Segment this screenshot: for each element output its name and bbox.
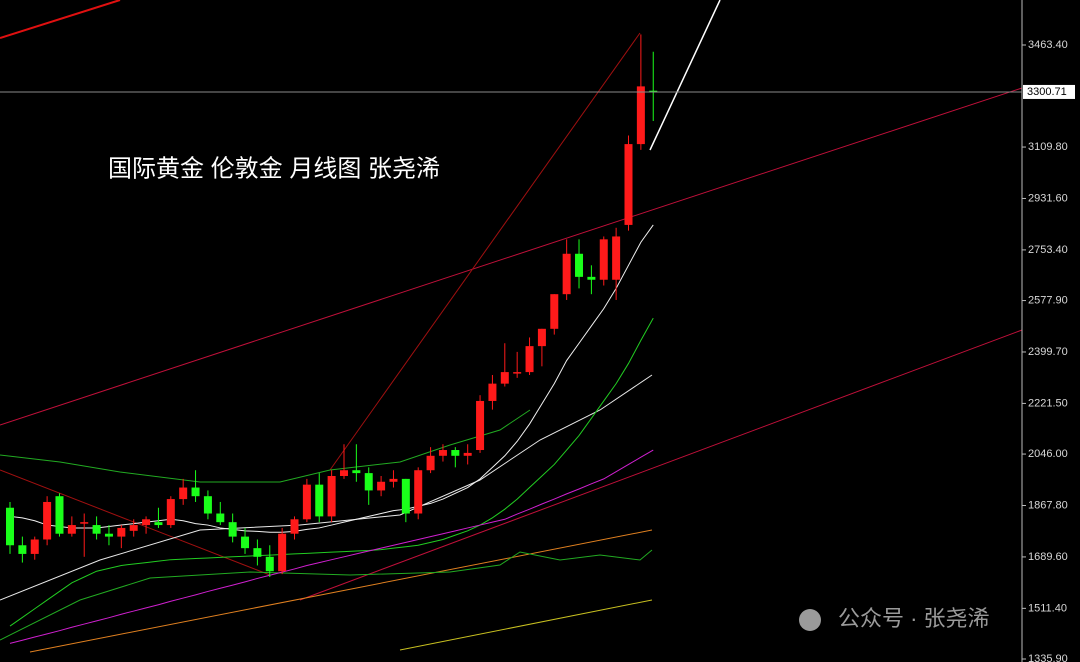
candle-body xyxy=(599,239,608,280)
candle-body xyxy=(129,525,138,531)
indicator-line xyxy=(399,599,653,651)
candle-body xyxy=(438,450,447,456)
y-tick-label: 1511.40 xyxy=(1028,602,1067,614)
trend-line xyxy=(649,0,721,151)
candle-body xyxy=(488,383,497,401)
band-line xyxy=(0,549,653,641)
y-tick-label: 1867.80 xyxy=(1028,499,1068,511)
candle-body xyxy=(537,328,546,347)
y-tick-label: 2046.00 xyxy=(1028,448,1068,460)
candle-body xyxy=(562,253,571,295)
candle-body xyxy=(401,478,410,514)
candle-body xyxy=(451,450,460,456)
y-tick-label: 1335.90 xyxy=(1028,653,1068,662)
candle-body xyxy=(364,473,373,491)
candle-body xyxy=(377,481,386,491)
drawn-objects xyxy=(0,0,1023,653)
y-tick-label: 2399.70 xyxy=(1028,346,1068,358)
chart-title: 国际黄金 伦敦金 月线图 张尧浠 xyxy=(108,155,440,182)
candle-body xyxy=(327,475,336,517)
candle-body xyxy=(104,533,113,537)
candle-body xyxy=(55,496,64,534)
candle-body xyxy=(302,484,311,520)
band-line xyxy=(0,409,531,483)
candle-body xyxy=(142,519,151,526)
candle-body xyxy=(636,86,645,145)
candle-body xyxy=(253,548,262,557)
candle-body xyxy=(6,507,14,546)
trend-line xyxy=(0,0,121,39)
y-tick-label: 2577.90 xyxy=(1028,294,1068,306)
candle-body xyxy=(166,499,175,526)
current-price-label: 3300.71 xyxy=(1027,86,1067,98)
candle-body xyxy=(476,400,485,451)
candle-body xyxy=(315,484,324,517)
y-tick-label: 2221.50 xyxy=(1028,397,1068,409)
candle-body xyxy=(587,276,596,280)
moving-average xyxy=(9,224,654,533)
y-tick-label: 3463.40 xyxy=(1028,39,1068,51)
candle-body xyxy=(624,144,633,225)
candle-body xyxy=(352,470,361,474)
candle-body xyxy=(80,522,89,524)
candle-body xyxy=(290,519,299,534)
candle-body xyxy=(550,294,559,329)
candle-body xyxy=(278,533,287,572)
candle-body xyxy=(117,527,126,537)
candle-body xyxy=(500,372,509,384)
candle-body xyxy=(513,372,522,374)
candle-body xyxy=(525,346,534,373)
watermark: 公众号 · 张尧浠 xyxy=(838,606,990,631)
moving-average xyxy=(9,317,654,627)
trend-line xyxy=(299,329,1023,601)
y-tick-label: 3109.80 xyxy=(1028,141,1068,153)
indicator-line xyxy=(0,374,653,601)
candle-body xyxy=(43,501,52,540)
candle-body xyxy=(414,470,423,514)
y-tick-label: 2931.60 xyxy=(1028,192,1068,204)
indicator-line xyxy=(29,529,653,653)
candle-body xyxy=(92,525,101,534)
candle-body xyxy=(179,487,188,500)
candle-body xyxy=(612,236,621,280)
candle-body xyxy=(154,522,163,526)
y-tick-label: 1689.60 xyxy=(1028,551,1068,563)
candle-body xyxy=(18,545,27,554)
candle-body xyxy=(67,525,76,534)
watermark-icon xyxy=(799,609,821,631)
candle-body xyxy=(191,487,200,497)
candle-body xyxy=(339,470,348,476)
current-price-box xyxy=(1023,84,1075,99)
moving-average xyxy=(9,449,654,644)
candle-body xyxy=(575,253,584,277)
candle-body xyxy=(216,513,225,523)
candle-body xyxy=(203,496,212,514)
candle-body xyxy=(30,539,39,554)
candle-body xyxy=(228,522,237,537)
candle-body xyxy=(463,452,472,456)
candle-body xyxy=(265,556,274,572)
trend-line xyxy=(0,87,1023,426)
candle-body xyxy=(241,536,250,549)
y-tick-label: 2753.40 xyxy=(1028,244,1068,256)
candle-body xyxy=(389,478,398,482)
candle-body xyxy=(426,455,435,471)
trend-line xyxy=(329,32,641,471)
